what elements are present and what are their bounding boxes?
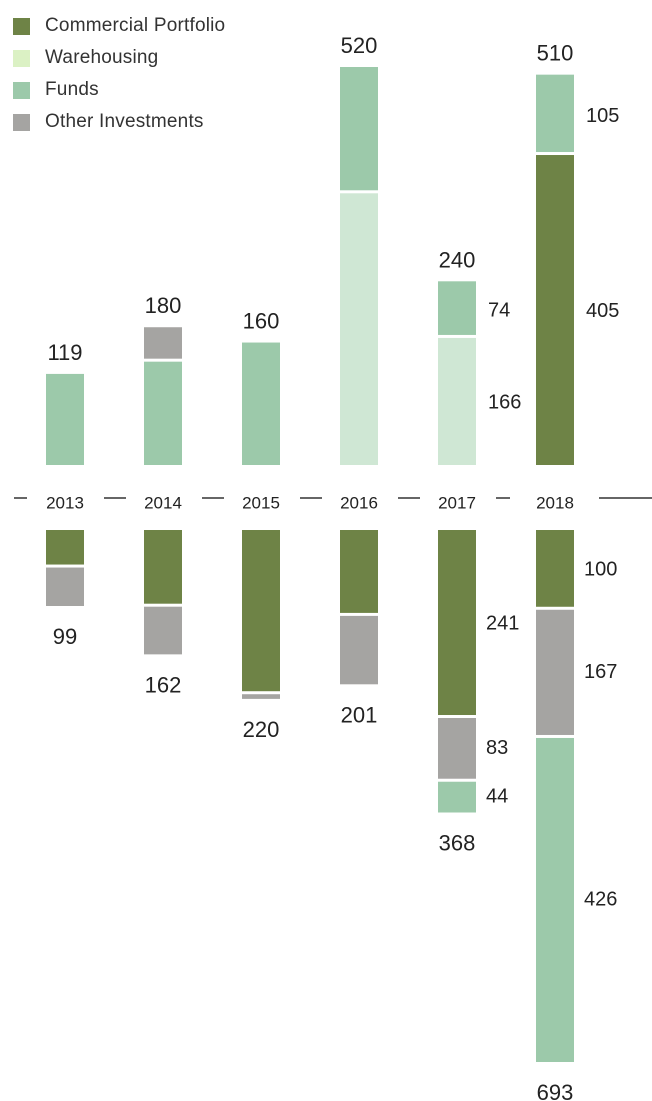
legend-label: Commercial Portfolio <box>45 15 226 36</box>
bar-2018-lower-commercial-portfolio <box>536 530 574 607</box>
legend-swatch-funds <box>13 81 30 99</box>
segment-label-2017-lower-commercial-portfolio: 241 <box>486 613 519 635</box>
bar-2014-lower-other-investments <box>144 606 182 655</box>
bar-2013-lower-commercial-portfolio <box>46 530 84 565</box>
legend-label: Warehousing <box>45 47 159 68</box>
bar-2018-lower-other-investments <box>536 609 574 735</box>
bar-2016-upper-warehousing <box>340 193 378 466</box>
segment-label-2018-lower-commercial-portfolio: 100 <box>584 558 617 580</box>
bar-2018-upper-funds <box>536 74 574 153</box>
bar-2014-upper-other-investments <box>144 327 182 359</box>
total-label-2016-upper: 520 <box>341 33 378 58</box>
legend-item-commercial-portfolio: Commercial Portfolio <box>13 10 225 42</box>
total-label-2017-lower: 368 <box>439 831 476 856</box>
segment-label-2018-lower-other-investments: 167 <box>584 661 617 683</box>
bar-2016-lower-commercial-portfolio <box>340 530 378 613</box>
bar-2014-lower-commercial-portfolio <box>144 530 182 604</box>
year-label-2016: 2016 <box>340 493 378 512</box>
legend-item-other-investments: Other Investments <box>13 106 225 138</box>
bar-2017-lower-other-investments <box>438 718 476 779</box>
bar-2015-lower-other-investments <box>242 694 280 699</box>
bar-2014-upper-funds <box>144 361 182 465</box>
segment-label-2017-upper-warehousing: 166 <box>488 391 521 413</box>
bar-2018-upper-commercial-portfolio <box>536 155 574 465</box>
bar-2015-upper-funds <box>242 342 280 465</box>
total-label-2018-upper: 510 <box>537 41 574 66</box>
segment-label-2018-upper-commercial-portfolio: 405 <box>586 300 619 322</box>
total-label-2017-upper: 240 <box>439 247 476 272</box>
legend-swatch-commercial-portfolio <box>13 17 30 35</box>
bar-2018-lower-funds <box>536 737 574 1062</box>
legend-label: Funds <box>45 79 99 100</box>
bar-2017-lower-commercial-portfolio <box>438 530 476 716</box>
legend-swatch-other-investments <box>13 113 30 131</box>
legend-label: Other Investments <box>45 111 204 132</box>
bar-2015-lower-commercial-portfolio <box>242 530 280 692</box>
year-label-2014: 2014 <box>144 493 182 512</box>
legend-swatch-warehousing <box>13 49 30 67</box>
bar-2013-lower-other-investments <box>46 567 84 606</box>
segment-label-2017-lower-other-investments: 83 <box>486 737 508 759</box>
bar-2017-upper-warehousing <box>438 337 476 465</box>
total-label-2018-lower: 693 <box>537 1080 574 1101</box>
legend-item-funds: Funds <box>13 74 225 106</box>
year-label-2013: 2013 <box>46 493 84 512</box>
bar-2016-upper-funds <box>340 67 378 191</box>
total-label-2015-upper: 160 <box>243 309 280 334</box>
segment-label-2018-upper-funds: 105 <box>586 105 619 127</box>
bar-2013-upper-funds <box>46 373 84 465</box>
bar-2016-lower-other-investments <box>340 615 378 685</box>
bar-2017-upper-funds <box>438 281 476 335</box>
legend-item-warehousing: Warehousing <box>13 42 225 74</box>
total-label-2014-upper: 180 <box>145 293 182 318</box>
total-label-2014-lower: 162 <box>145 672 182 697</box>
segment-label-2017-lower-funds: 44 <box>486 786 508 808</box>
segment-label-2018-lower-funds: 426 <box>584 888 617 910</box>
year-label-2015: 2015 <box>242 493 280 512</box>
total-label-2013-lower: 99 <box>53 624 77 649</box>
year-label-2018: 2018 <box>536 493 574 512</box>
segment-label-2017-upper-funds: 74 <box>488 300 510 322</box>
legend: Commercial Portfolio Warehousing Funds O… <box>13 10 225 138</box>
total-label-2015-lower: 220 <box>243 717 280 742</box>
year-label-2017: 2017 <box>438 493 476 512</box>
total-label-2013-upper: 119 <box>47 340 82 365</box>
total-label-2016-lower: 201 <box>341 702 378 727</box>
bar-2017-lower-funds <box>438 781 476 813</box>
